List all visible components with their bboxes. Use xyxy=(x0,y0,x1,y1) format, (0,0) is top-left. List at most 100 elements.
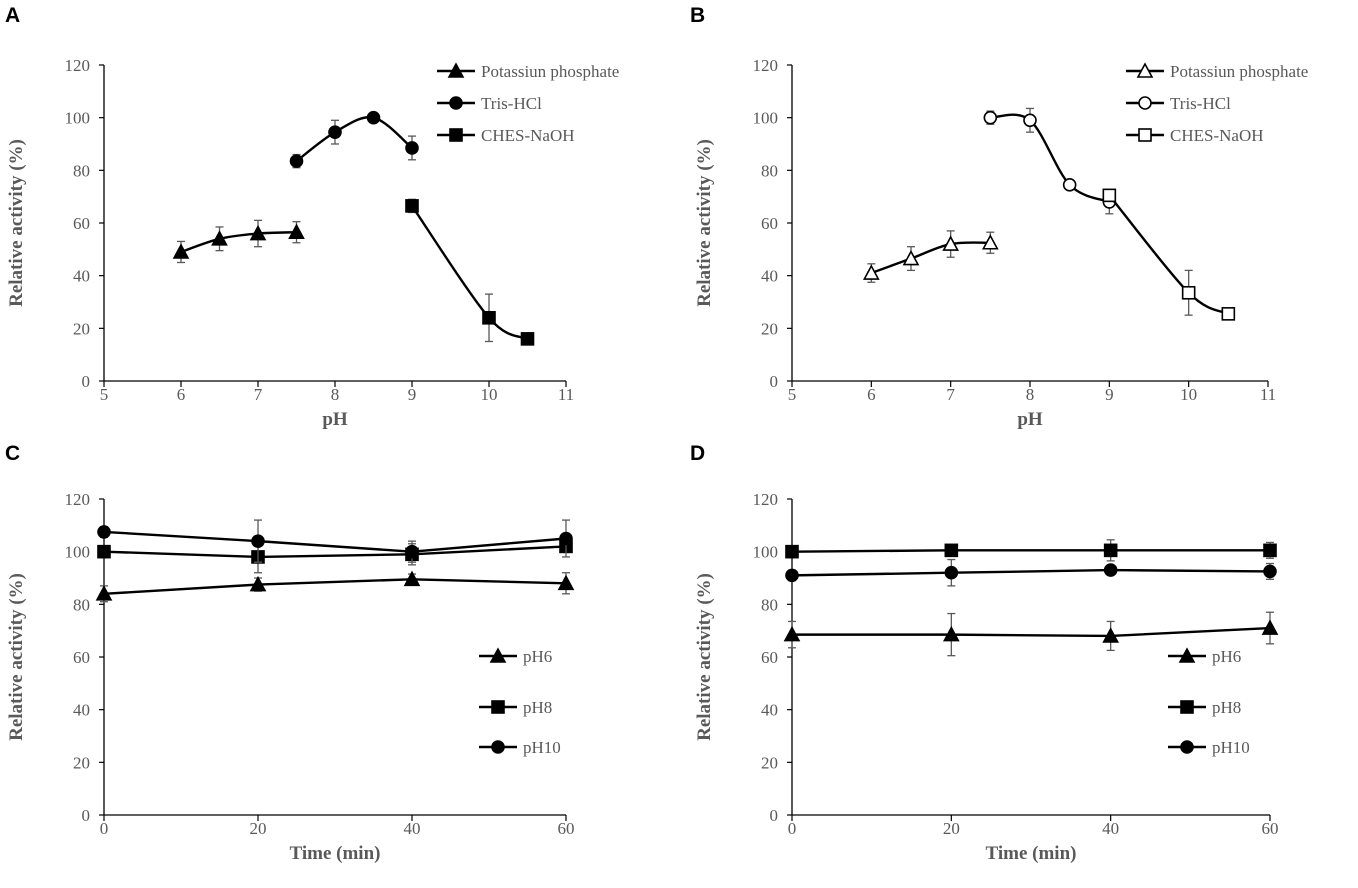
legend-label: pH8 xyxy=(1212,698,1241,717)
x-tick-label: 60 xyxy=(558,819,575,838)
data-point-circle xyxy=(405,544,419,559)
legend-circle-icon xyxy=(491,740,505,754)
data-point-circle xyxy=(251,534,265,548)
data-point-circle xyxy=(1062,178,1077,192)
panel-label: C xyxy=(5,442,20,465)
legend-entry: CHES-NaOH xyxy=(437,126,575,145)
y-tick-label: 0 xyxy=(82,372,91,391)
y-tick-label: 120 xyxy=(753,56,779,75)
y-tick-label: 0 xyxy=(770,806,779,825)
legend-entry: CHES-NaOH xyxy=(1126,126,1264,145)
legend-triangle-icon xyxy=(489,647,507,663)
legend-entry: Tris-HCl xyxy=(437,94,542,113)
x-tick-label: 7 xyxy=(946,385,955,404)
data-point-circle xyxy=(366,110,381,125)
y-axis-label: Relative activity (%) xyxy=(6,139,27,307)
y-tick-label: 40 xyxy=(73,267,90,286)
data-point-circle xyxy=(1103,563,1118,577)
legend-entry: pH6 xyxy=(1168,647,1241,666)
legend-label: pH6 xyxy=(1212,647,1241,666)
y-tick-label: 120 xyxy=(65,56,91,75)
legend-square-icon xyxy=(1180,700,1194,714)
series-ches-naoh xyxy=(405,198,535,346)
series-ph10 xyxy=(97,519,573,563)
legend-label: pH6 xyxy=(523,647,552,666)
y-tick-label: 100 xyxy=(753,109,779,128)
series-line xyxy=(103,578,567,595)
y-tick-label: 120 xyxy=(65,490,91,509)
panel-b: B 0 20 40 60 80 100 120 5 6 7 8 9 10 11 pH Relative acti… xyxy=(690,4,1308,430)
y-axis-label: Relative activity (%) xyxy=(694,139,715,307)
series-line xyxy=(1108,194,1229,315)
y-tick-label: 80 xyxy=(73,161,90,180)
legend-entry: pH6 xyxy=(479,647,552,666)
series-ph10 xyxy=(785,558,1277,587)
legend-square-icon xyxy=(1138,128,1152,142)
legend-entry: pH8 xyxy=(1168,698,1241,717)
y-tick-label: 40 xyxy=(761,267,778,286)
legend-label: Potassiun phosphate xyxy=(481,62,619,81)
series-line xyxy=(180,231,297,254)
data-point-square xyxy=(97,544,111,559)
data-point-square xyxy=(1102,188,1117,203)
y-tick-label: 60 xyxy=(73,214,90,233)
series-line xyxy=(791,549,1270,553)
panel-label: B xyxy=(690,4,705,27)
x-tick-label: 8 xyxy=(331,385,340,404)
x-tick-label: 6 xyxy=(177,385,186,404)
legend-entry: Potassiun phosphate xyxy=(437,62,619,81)
legend-entry: Tris-HCl xyxy=(1126,94,1231,113)
data-point-square xyxy=(520,332,535,346)
legend-entry: Potassiun phosphate xyxy=(1126,62,1308,81)
series-line xyxy=(103,545,567,559)
data-point-square xyxy=(1263,543,1277,558)
x-tick-label: 11 xyxy=(558,385,574,404)
x-tick-label: 7 xyxy=(254,385,263,404)
data-point-square xyxy=(482,310,496,325)
y-tick-label: 20 xyxy=(761,753,778,772)
legend-triangle-icon xyxy=(447,62,465,78)
x-tick-label: 5 xyxy=(100,385,109,404)
x-tick-label: 20 xyxy=(250,819,267,838)
legend-label: CHES-NaOH xyxy=(1170,126,1264,145)
legend-label: pH10 xyxy=(523,738,561,757)
y-tick-label: 20 xyxy=(761,319,778,338)
panel-label: D xyxy=(690,442,705,465)
y-tick-label: 40 xyxy=(73,701,90,720)
legend-square-icon xyxy=(449,128,463,142)
data-point-circle xyxy=(559,531,573,546)
data-point-triangle xyxy=(211,230,228,246)
panel-d: D 0 20 40 60 80 100 120 0 20 40 60 Time (min) Relativ… xyxy=(690,442,1279,864)
series-line xyxy=(990,113,1110,204)
y-tick-label: 100 xyxy=(65,109,91,128)
y-tick-label: 0 xyxy=(770,372,779,391)
data-point-circle xyxy=(785,568,799,583)
data-point-square xyxy=(1221,307,1236,321)
data-point-circle xyxy=(1263,564,1277,579)
y-tick-label: 60 xyxy=(73,648,90,667)
x-tick-label: 40 xyxy=(404,819,421,838)
data-point-circle xyxy=(289,154,304,168)
series-ph6 xyxy=(95,570,575,603)
y-tick-label: 0 xyxy=(82,806,91,825)
y-tick-label: 100 xyxy=(65,543,91,562)
series-ches-naoh xyxy=(1102,188,1236,321)
legend-entry: pH10 xyxy=(479,738,561,757)
x-tick-label: 60 xyxy=(1262,819,1279,838)
x-tick-label: 10 xyxy=(481,385,498,404)
data-point-circle xyxy=(944,565,959,580)
legend-circle-icon xyxy=(449,96,463,110)
series-line xyxy=(411,205,529,340)
series-tris-hcl xyxy=(289,110,419,169)
y-tick-label: 120 xyxy=(753,490,779,509)
series-line xyxy=(103,530,567,553)
y-tick-label: 80 xyxy=(73,595,90,614)
legend-circle-icon xyxy=(1138,96,1152,110)
legend-triangle-icon xyxy=(1136,62,1154,78)
data-point-triangle xyxy=(902,249,920,266)
data-point-triangle xyxy=(1261,619,1279,635)
legend-label: pH8 xyxy=(523,698,552,717)
data-point-triangle xyxy=(942,625,960,642)
y-axis-label: Relative activity (%) xyxy=(6,573,27,741)
